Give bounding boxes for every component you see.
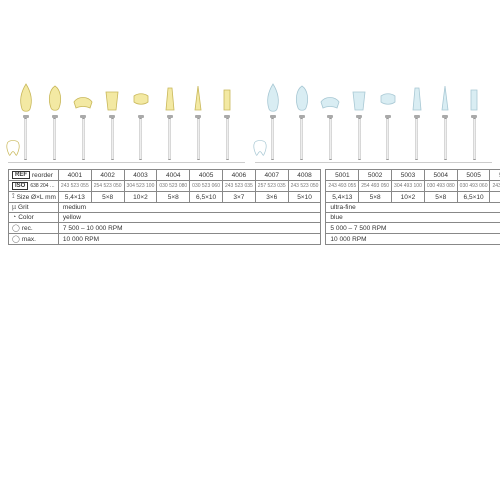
tooth-icon — [4, 139, 22, 159]
bur-yellow-3 — [72, 82, 94, 160]
specification-table: REF reorder40014002400340044005400640074… — [8, 169, 500, 245]
product-illustration-row — [8, 50, 492, 163]
bur-blue-6 — [406, 82, 428, 160]
bur-yellow-5 — [130, 82, 152, 160]
bur-yellow-4 — [101, 82, 123, 160]
bur-blue-3 — [319, 82, 341, 160]
panel-yellow — [8, 50, 245, 163]
bur-yellow-2 — [44, 82, 66, 160]
bur-yellow-8 — [216, 82, 238, 160]
bur-yellow-7 — [187, 82, 209, 160]
bur-blue-5 — [377, 82, 399, 160]
bur-yellow-6 — [159, 82, 181, 160]
bur-blue-8 — [463, 82, 485, 160]
bur-blue-7 — [434, 82, 456, 160]
bur-blue-2 — [291, 82, 313, 160]
panel-blue — [255, 50, 492, 163]
bur-blue-4 — [348, 82, 370, 160]
tooth-icon — [251, 139, 269, 159]
